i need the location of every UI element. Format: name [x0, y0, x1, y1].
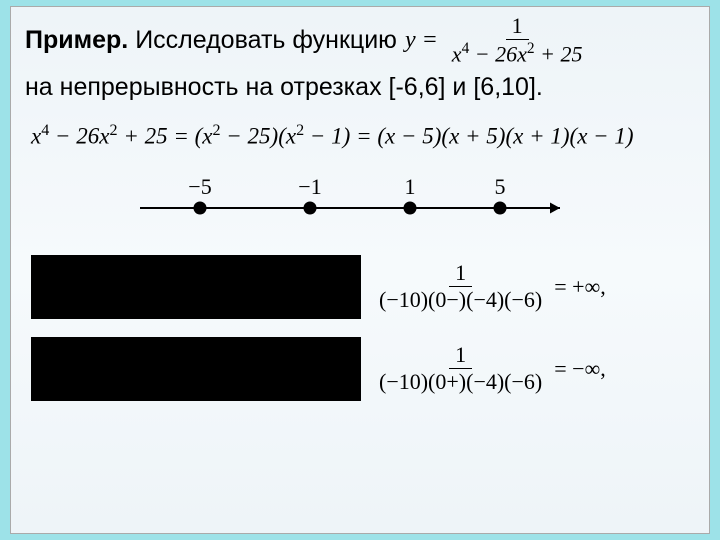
- limit-fraction: 1(−10)(0+)(−4)(−6): [373, 342, 548, 395]
- subtitle: на непрерывность на отрезках [-6,6] и [6…: [25, 73, 695, 102]
- title-rest: Исследовать функцию: [135, 26, 397, 54]
- title-line: Пример. Исследовать функцию y = 1 x4 − 2…: [25, 13, 695, 67]
- limit-denominator: (−10)(0−)(−4)(−6): [373, 287, 548, 313]
- limit-result: = −∞,: [554, 356, 606, 382]
- formula-lhs: y =: [405, 27, 438, 54]
- title-bold: Пример.: [25, 26, 128, 54]
- svg-text:−1: −1: [298, 178, 321, 199]
- limits-area: 1(−10)(0−)(−4)(−6) = +∞,1(−10)(0+)(−4)(−…: [11, 243, 709, 401]
- svg-text:−5: −5: [188, 178, 211, 199]
- formula-den: x4 − 26x2 + 25: [446, 40, 589, 67]
- limit-expression: 1(−10)(0+)(−4)(−6) = −∞,: [373, 342, 606, 395]
- limit-row: 1(−10)(0−)(−4)(−6) = +∞,: [31, 255, 689, 319]
- formula-fraction: 1 x4 − 26x2 + 25: [446, 13, 589, 67]
- slide-content: Пример. Исследовать функцию y = 1 x4 − 2…: [10, 6, 710, 534]
- header: Пример. Исследовать функцию y = 1 x4 − 2…: [11, 7, 709, 102]
- numberline: −5 −1 1 5: [140, 178, 580, 233]
- formula-num: 1: [506, 13, 529, 40]
- svg-text:1: 1: [405, 178, 416, 199]
- redacted-box: [31, 255, 361, 319]
- limit-result: = +∞,: [554, 274, 606, 300]
- main-formula: y = 1 x4 − 26x2 + 25: [405, 13, 589, 67]
- limit-numerator: 1: [449, 260, 472, 287]
- factoring-equation: x4 − 26x2 + 25 = (x2 − 25)(x2 − 1) = (x …: [11, 102, 709, 160]
- limit-row: 1(−10)(0+)(−4)(−6) = −∞,: [31, 337, 689, 401]
- limit-fraction: 1(−10)(0−)(−4)(−6): [373, 260, 548, 313]
- limit-denominator: (−10)(0+)(−4)(−6): [373, 369, 548, 395]
- limit-numerator: 1: [449, 342, 472, 369]
- redacted-box: [31, 337, 361, 401]
- svg-text:5: 5: [495, 178, 506, 199]
- title: Пример. Исследовать функцию: [25, 26, 397, 55]
- numberline-container: −5 −1 1 5: [11, 160, 709, 243]
- limit-expression: 1(−10)(0−)(−4)(−6) = +∞,: [373, 260, 606, 313]
